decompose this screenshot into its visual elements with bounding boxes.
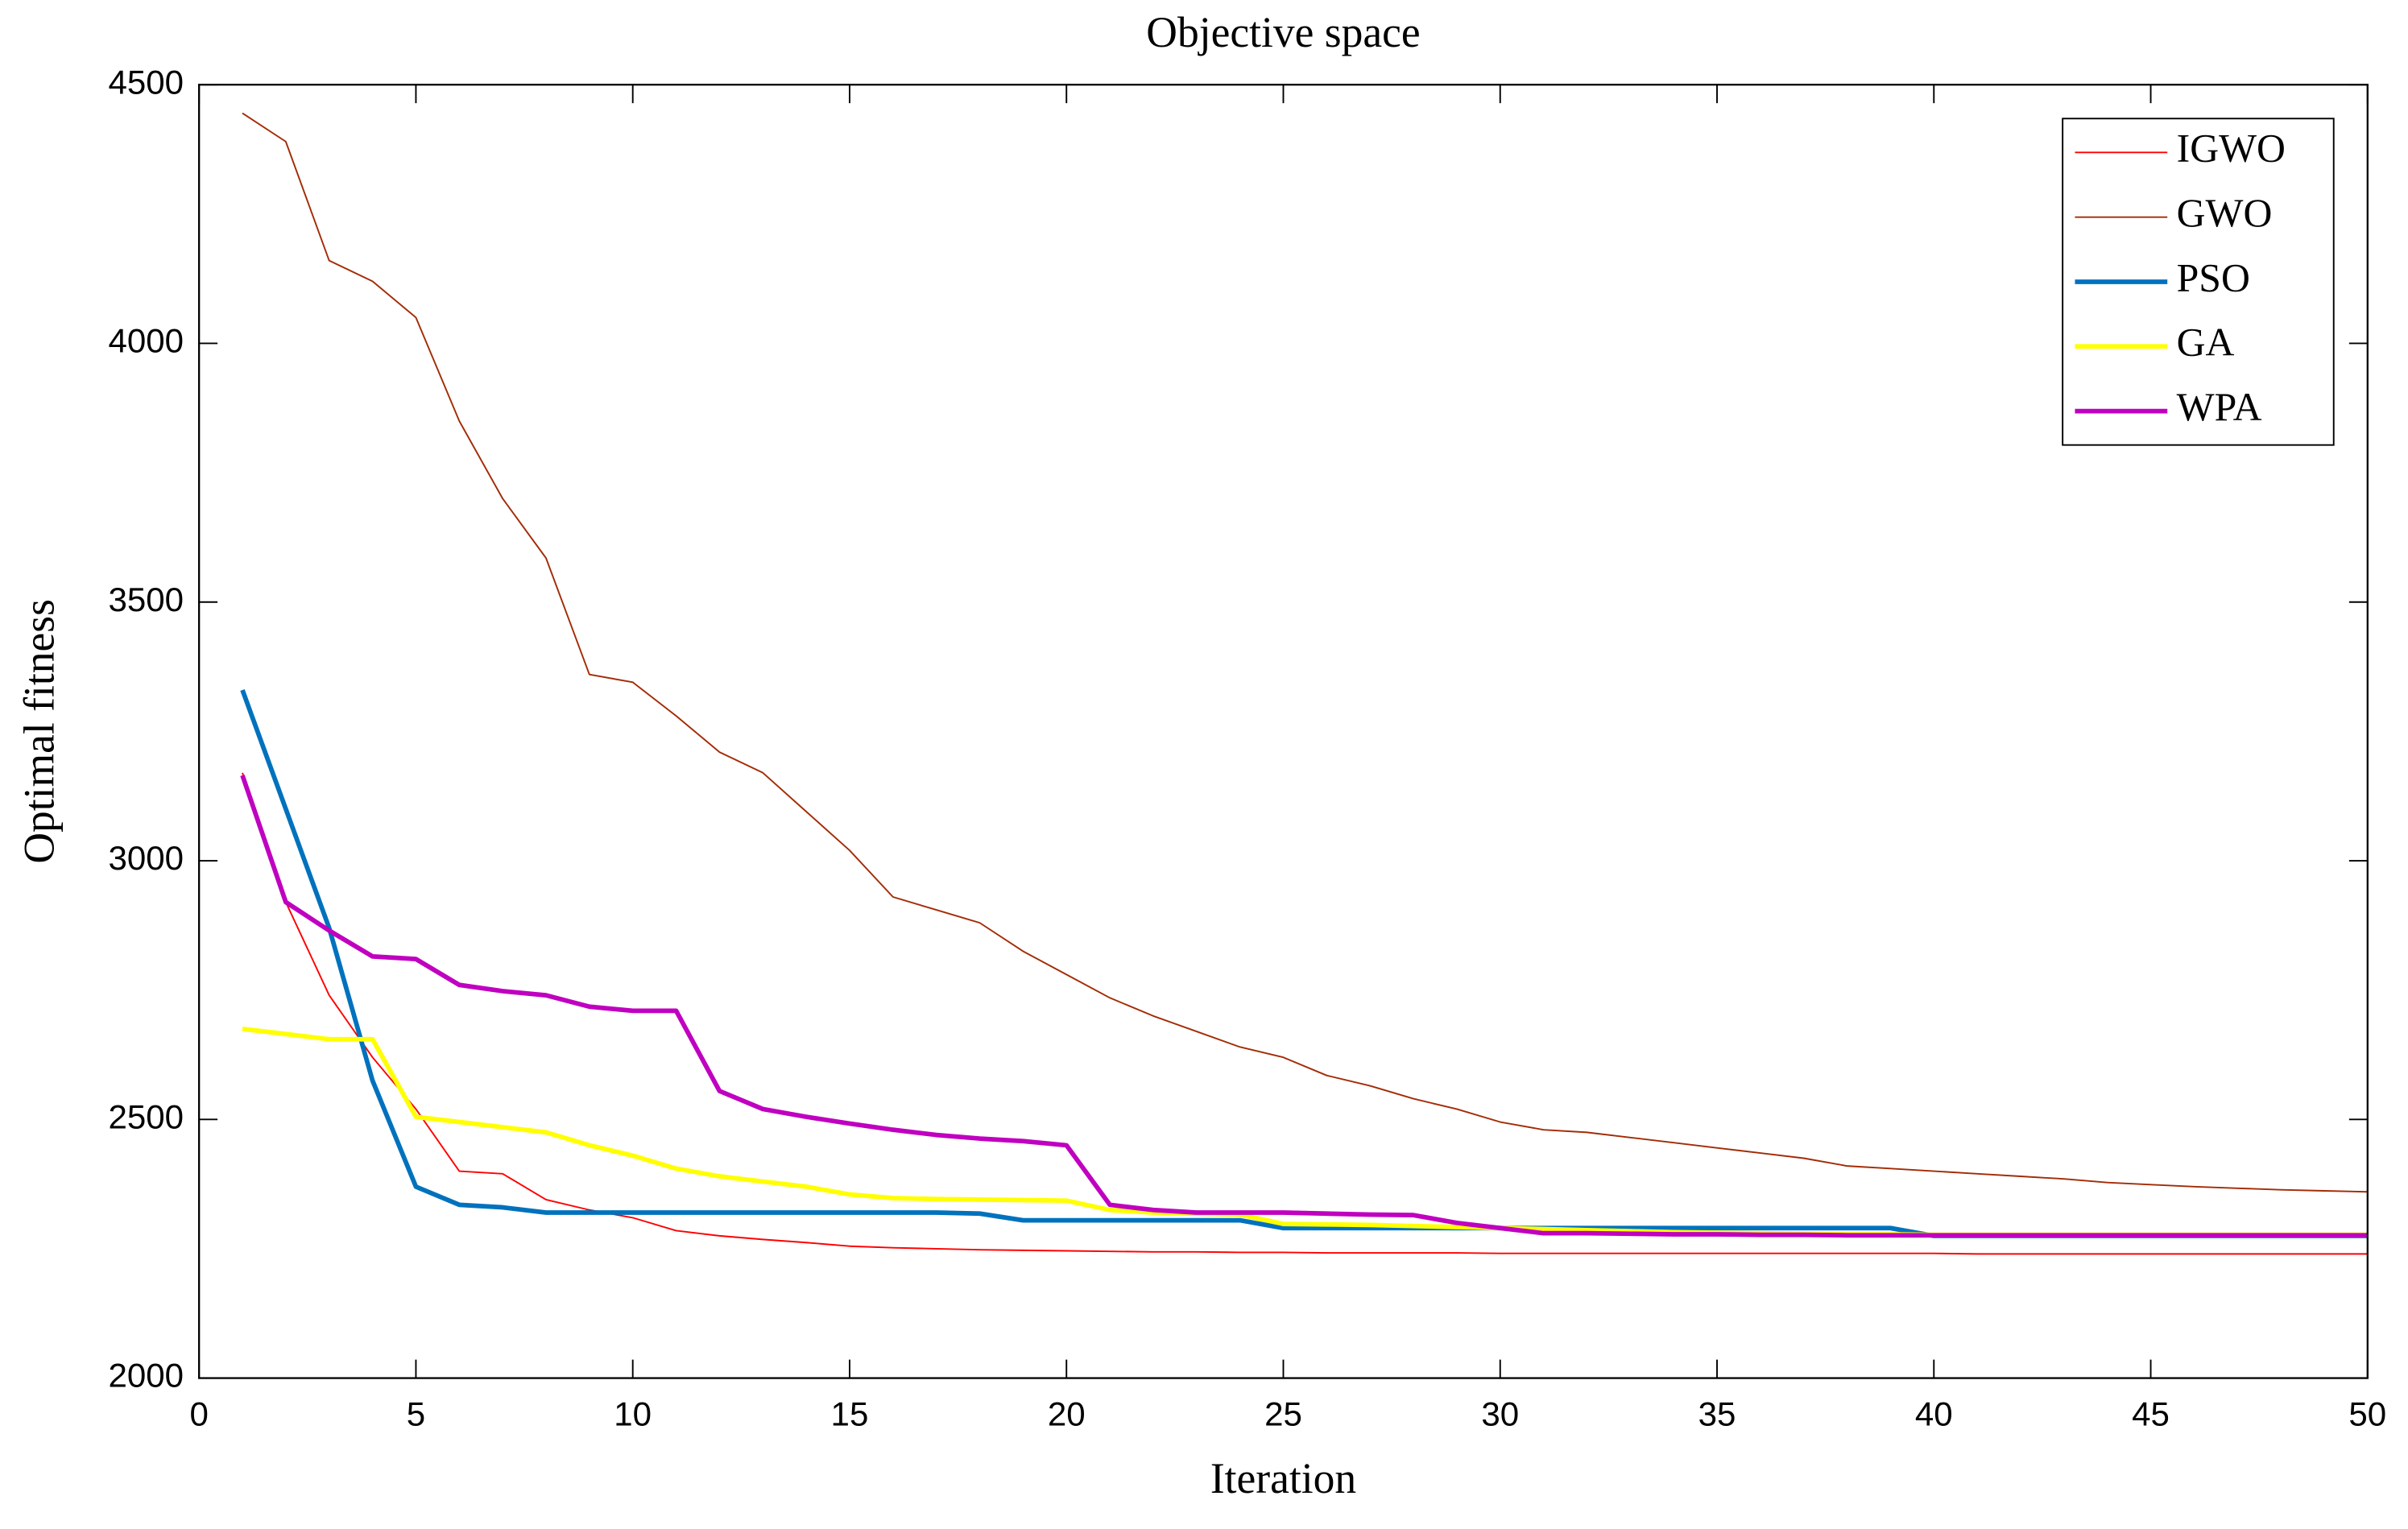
- x-tick-label: 20: [1048, 1395, 1086, 1433]
- y-tick-label: 3500: [108, 581, 184, 618]
- y-tick-label: 2500: [108, 1097, 184, 1135]
- x-tick-label: 30: [1481, 1395, 1519, 1433]
- plot-frame: [198, 84, 2369, 1379]
- x-tick-label: 40: [1915, 1395, 1953, 1433]
- x-tick-label: 5: [407, 1395, 425, 1433]
- legend-label: GA: [2177, 320, 2235, 365]
- series-line: [240, 775, 2368, 1238]
- y-axis-label: Optimal fitness: [14, 599, 63, 864]
- series-line: [242, 112, 2368, 1193]
- legend-label: PSO: [2177, 255, 2250, 300]
- legend-label: IGWO: [2177, 126, 2286, 171]
- x-tick-label: 15: [831, 1395, 869, 1433]
- legend-label: GWO: [2177, 191, 2273, 235]
- legend: IGWO GWO PSO GA WPA: [2062, 118, 2335, 446]
- y-tick-label: 3000: [108, 839, 184, 877]
- x-tick-label: 45: [2132, 1395, 2170, 1433]
- x-tick-label: 25: [1264, 1395, 1302, 1433]
- chart-title: Objective space: [1146, 8, 1420, 56]
- x-tick-label: 10: [614, 1395, 652, 1433]
- y-tick-label: 4000: [108, 322, 184, 360]
- x-axis-label: Iteration: [1210, 1454, 1356, 1502]
- y-tick-label: 4500: [108, 63, 184, 101]
- x-tick-label: 50: [2348, 1395, 2386, 1433]
- legend-label: WPA: [2177, 385, 2262, 429]
- x-tick-label: 35: [1698, 1395, 1736, 1433]
- x-tick-label: 0: [189, 1395, 208, 1433]
- y-tick-label: 2000: [108, 1357, 184, 1395]
